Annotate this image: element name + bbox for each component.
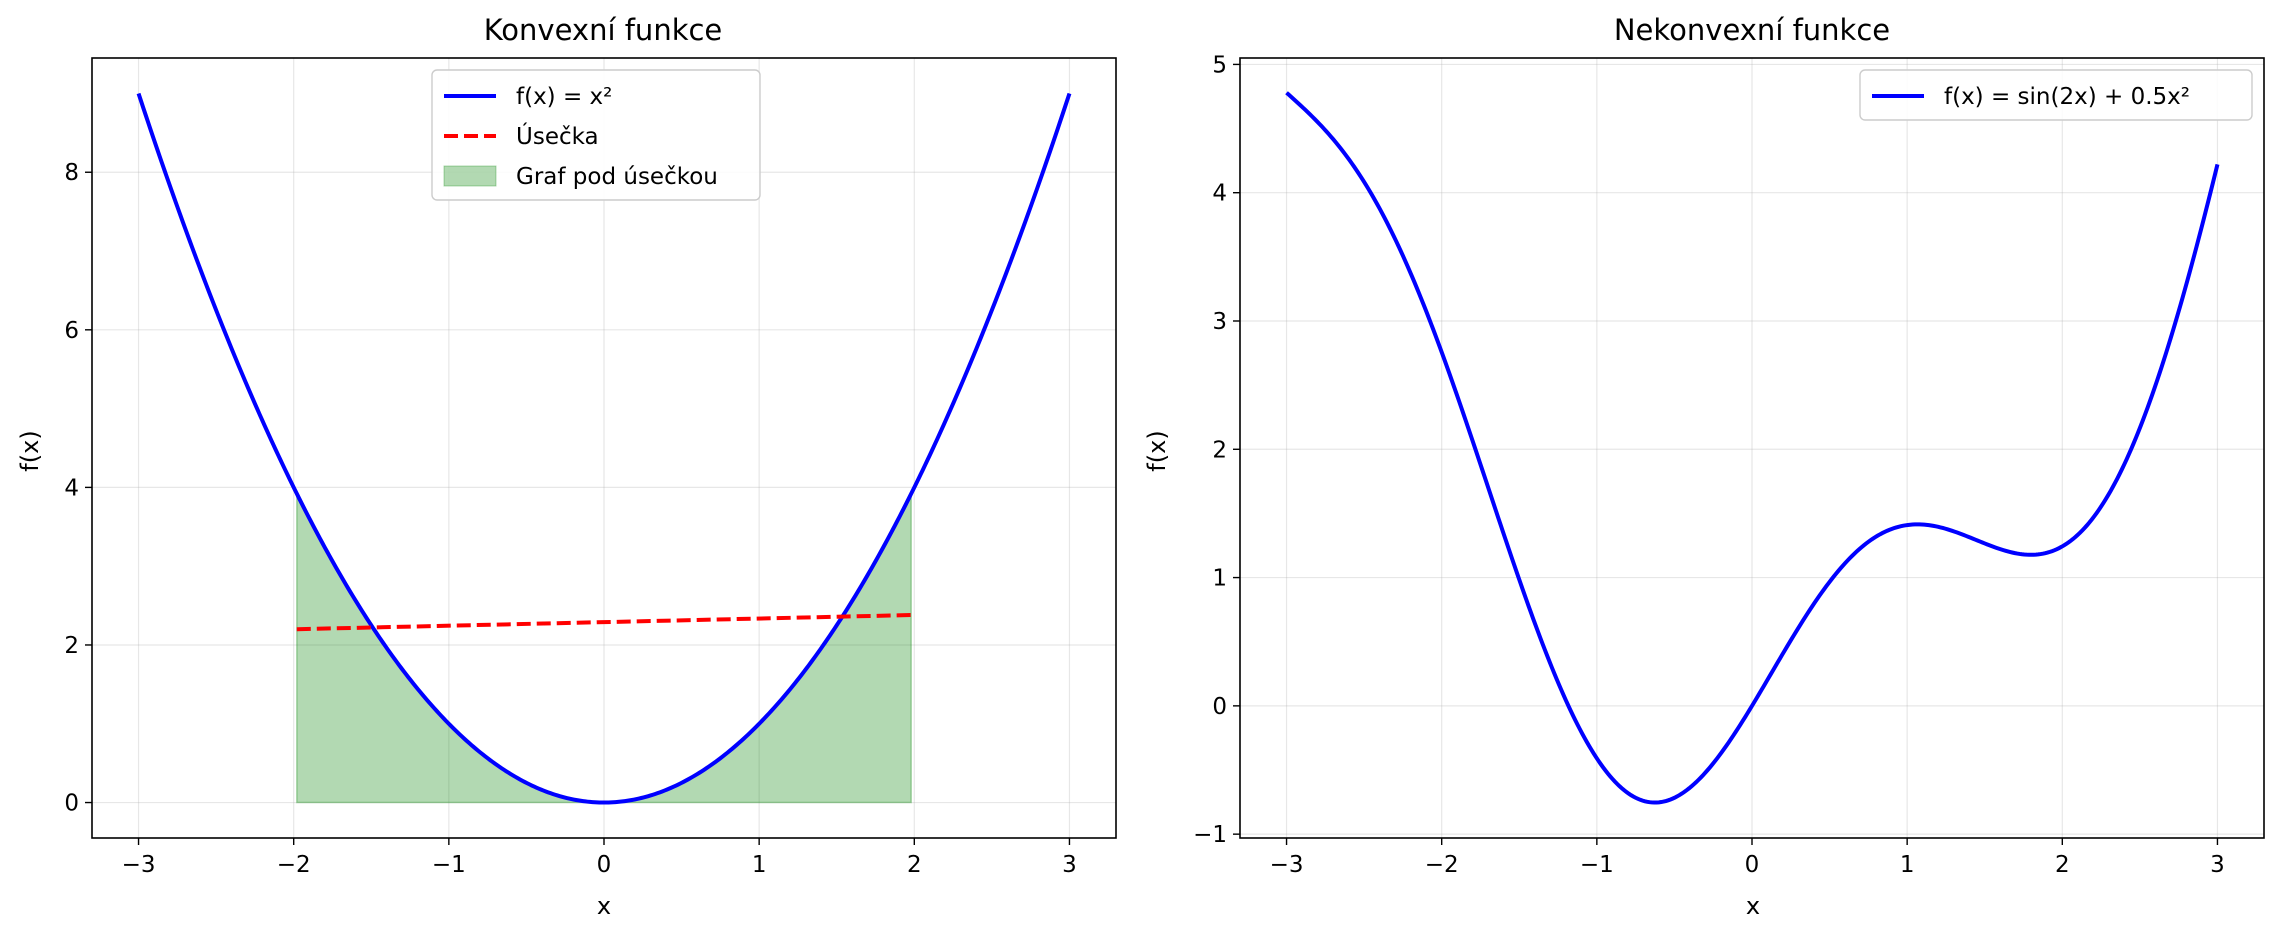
x-tick-label: 1 <box>1900 852 1915 878</box>
y-tick-label: 4 <box>64 475 79 501</box>
chart-title: Konvexní funkce <box>484 13 723 47</box>
x-tick-label: 3 <box>1062 852 1077 878</box>
x-tick-label: 0 <box>597 852 612 878</box>
y-tick-label: 2 <box>64 633 79 659</box>
y-tick-label: 8 <box>64 160 79 186</box>
y-tick-label: −1 <box>1193 822 1227 848</box>
legend-box <box>431 69 761 201</box>
nonconvex-chart: Nekonvexní funkce −3 −2 −1 0 1 2 3 −1 0 1 2 3 4 5 x f… <box>1143 13 2265 920</box>
x-tick-label: 3 <box>2210 852 2225 878</box>
x-axis-label: x <box>1746 892 1760 920</box>
x-tick-label: −3 <box>122 852 156 878</box>
segment-line <box>296 613 912 632</box>
x-tick-label: 2 <box>907 852 922 878</box>
y-tick-label: 5 <box>1212 52 1227 78</box>
y-tick-label: 0 <box>64 791 79 817</box>
y-axis-label: f(x) <box>1143 430 1171 471</box>
line-layer <box>136 92 1072 805</box>
x-tick-label: 2 <box>2055 852 2070 878</box>
legend-box <box>1859 69 2253 121</box>
ticks: −3 −2 −1 0 1 2 3 0 2 4 6 8 <box>64 160 1076 878</box>
chart-title: Nekonvexní funkce <box>1614 13 1890 47</box>
y-tick-label: 2 <box>1212 437 1227 463</box>
y-tick-label: 4 <box>1212 181 1227 207</box>
x-tick-label: −3 <box>1270 852 1304 878</box>
legend-label: Graf pod úsečkou <box>516 164 718 190</box>
y-tick-label: 0 <box>1212 694 1227 720</box>
function-curve <box>136 92 1072 805</box>
x-axis-label: x <box>597 892 611 920</box>
y-tick-label: 6 <box>64 318 79 344</box>
x-tick-label: −2 <box>1425 852 1459 878</box>
ticks: −3 −2 −1 0 1 2 3 −1 0 1 2 3 4 5 <box>1193 52 2225 878</box>
legend: f(x) = sin(2x) + 0.5x² <box>1859 69 2253 121</box>
x-tick-label: −2 <box>277 852 311 878</box>
grid <box>1240 58 2264 838</box>
legend: f(x) = x² Úsečka Graf pod úsečkou <box>431 69 761 201</box>
legend-label: f(x) = sin(2x) + 0.5x² <box>1944 84 2190 110</box>
legend-swatch <box>443 165 497 187</box>
y-tick-label: 1 <box>1212 566 1227 592</box>
legend-label: Úsečka <box>516 122 599 150</box>
x-tick-label: −1 <box>432 852 466 878</box>
y-tick-label: 3 <box>1212 309 1227 335</box>
y-axis-label: f(x) <box>16 430 44 471</box>
line-layer <box>1285 91 2220 805</box>
x-tick-label: 0 <box>1745 852 1760 878</box>
legend-label: f(x) = x² <box>516 84 612 110</box>
x-tick-label: 1 <box>752 852 767 878</box>
function-curve <box>1285 91 2220 805</box>
convex-chart: Konvexní funkce −3 −2 −1 0 1 2 3 0 2 4 6 8 x f(x) f… <box>16 13 1117 920</box>
x-tick-label: −1 <box>1580 852 1614 878</box>
